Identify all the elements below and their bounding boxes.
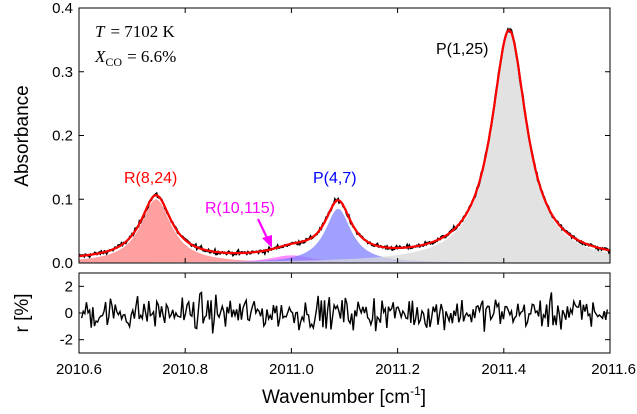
line-fills [79, 33, 610, 263]
annotation-arrow [257, 218, 272, 248]
temperature-label: T = 7102 K [95, 22, 176, 41]
line-label-r10-115: R(10,115) [205, 200, 275, 217]
residual-line [80, 291, 609, 334]
line-fill-0 [79, 199, 610, 263]
absorbance-ytick-label: 0.3 [52, 64, 73, 81]
absorbance-ytick-label: 0.1 [52, 191, 73, 208]
line-label-p1-25: P(1,25) [436, 41, 488, 58]
residual-ticks: -2 0 2 2010.6 2010.8 2011.0 2011.2 2011.4 2011.6 [56, 273, 636, 378]
line-fill-2 [79, 208, 610, 263]
line-label-p4-7: P(4,7) [313, 170, 357, 187]
residual-ytick-label: 0 [65, 305, 73, 322]
residual-ytick-label: -2 [60, 332, 73, 349]
wavenumber-x-label: Wavenumber [cm-1] [262, 384, 426, 408]
residual-ytick-label: 2 [65, 278, 73, 295]
residual-y-label: r [%] [12, 293, 33, 332]
absorbance-ticks: 0.0 0.1 0.2 0.3 0.4 [52, 0, 611, 272]
fitted-absorbance-line [78, 28, 611, 258]
wavenumber-xtick-label: 2010.6 [56, 361, 102, 378]
line-fill-3 [79, 33, 610, 263]
wavenumber-xtick-label: 2010.8 [162, 361, 208, 378]
residual-panel: -2 0 2 2010.6 2010.8 2011.0 2011.2 2011.4 2011.6… [12, 272, 636, 408]
wavenumber-xtick-label: 2011.2 [375, 361, 420, 378]
wavenumber-xtick-label: 2011.0 [269, 361, 314, 378]
wavenumber-xtick-label: 2011.6 [591, 361, 636, 378]
absorbance-y-label: Absorbance [12, 85, 33, 186]
absorbance-panel: 0.0 0.1 0.2 0.3 0.4 Absorbance T = 7102 K XCO… [12, 0, 611, 272]
line-label-r8-24: R(8,24) [124, 170, 177, 187]
mole-fraction-label: XCO = 6.6% [94, 47, 176, 69]
wavenumber-xtick-label: 2011.4 [481, 361, 526, 378]
absorbance-ytick-label: 0.0 [52, 255, 73, 272]
absorbance-ytick-label: 0.2 [52, 128, 73, 145]
absorbance-ytick-label: 0.4 [52, 0, 73, 17]
